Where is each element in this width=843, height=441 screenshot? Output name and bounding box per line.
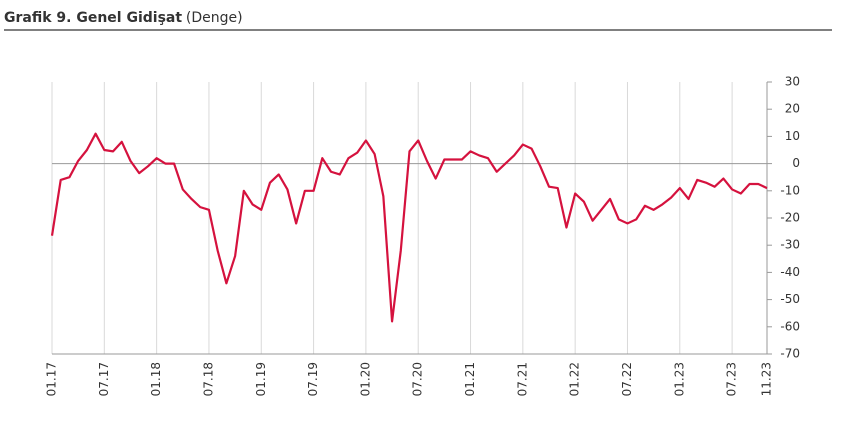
- x-tick-label: 07.19: [306, 362, 320, 396]
- x-tick-label: 01.21: [463, 362, 477, 396]
- y-tick-label: 20: [785, 102, 800, 116]
- x-tick-label: 07.18: [201, 362, 215, 396]
- y-tick-label: 10: [785, 129, 800, 143]
- data-line: [50, 132, 768, 323]
- x-tick-label: 11.23: [760, 362, 774, 396]
- y-tick-label: 30: [785, 75, 800, 89]
- y-tick-label: -20: [780, 211, 800, 225]
- y-tick-label: -70: [780, 347, 800, 361]
- y-tick-label: -50: [780, 292, 800, 306]
- x-tick-label: 07.20: [411, 362, 425, 396]
- x-tick-label: 07.23: [725, 362, 739, 396]
- subtitle: (Denge): [186, 10, 243, 26]
- y-tick-label: -60: [780, 319, 800, 333]
- y-tick-label: 0: [792, 156, 800, 170]
- y-tick-label: -10: [780, 183, 800, 197]
- x-tick-label: 01.20: [358, 362, 372, 396]
- chart-title: Grafik 9. Genel Gidişat (Denge): [4, 10, 243, 26]
- x-tick-label: 01.23: [672, 362, 686, 396]
- title: Grafik 9. Genel Gidişat: [4, 10, 182, 26]
- x-tick-label: 07.17: [97, 362, 111, 396]
- y-tick-label: -40: [780, 265, 800, 279]
- y-tick-label: -30: [780, 238, 800, 252]
- x-tick-label: 07.22: [620, 362, 634, 396]
- x-tick-label: 01.19: [254, 362, 268, 396]
- x-tick-label: 01.18: [149, 362, 163, 396]
- x-tick-label: 07.21: [515, 362, 529, 396]
- x-tick-label: 01.17: [45, 362, 59, 396]
- x-tick-label: 01.22: [568, 362, 582, 396]
